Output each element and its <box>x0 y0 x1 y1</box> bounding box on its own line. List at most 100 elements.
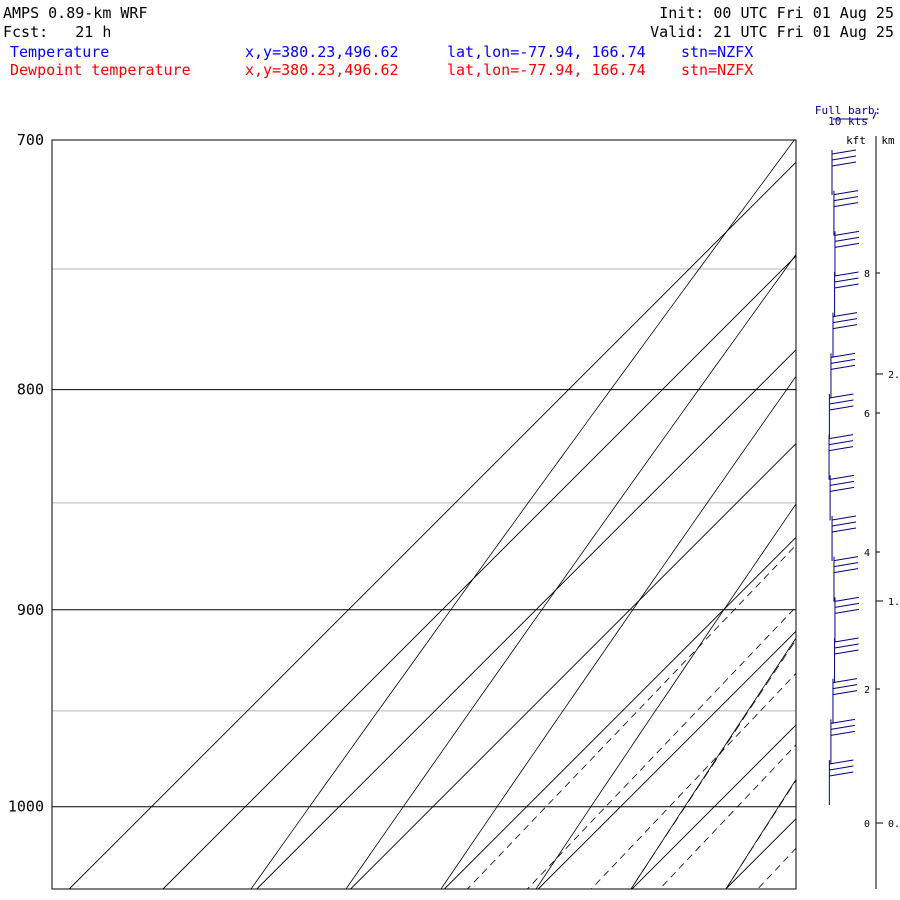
temperature-station: stn=NZFX <box>681 43 754 61</box>
dewpoint-latlon: lat,lon=-77.94, 166.74 <box>447 61 646 79</box>
wind-barb-feather <box>828 446 854 452</box>
wind-barb-feather <box>834 242 860 248</box>
wind-barb-feather <box>829 765 854 771</box>
pressure-tick-label: 900 <box>17 601 44 619</box>
isotherm-line <box>444 536 796 889</box>
wind-barb-feather <box>834 608 860 614</box>
isotherm-line <box>256 349 796 889</box>
dry-adiabat <box>804 30 900 900</box>
wind-barb-feather <box>830 718 855 724</box>
dry-adiabat <box>345 253 796 889</box>
isotherm-line <box>820 140 900 889</box>
wind-barb-feather <box>834 283 859 289</box>
dry-adiabat <box>725 778 796 889</box>
mixing-ratio-line <box>591 672 796 889</box>
dewpoint-xy: x,y=380.23,496.62 <box>245 61 399 79</box>
init-time: Init: 00 UTC Fri 01 Aug 25 <box>659 4 894 22</box>
dewpoint-legend: Dewpoint temperature <box>10 61 191 79</box>
wind-barb-feather <box>831 515 857 521</box>
wind-barb-feather <box>832 324 858 330</box>
kft-tick-label: 0 <box>864 819 870 830</box>
mixing-ratio-line <box>467 544 796 889</box>
dry-adiabat <box>535 503 796 889</box>
pressure-tick-label: 700 <box>17 131 44 149</box>
kft-axis-title: kft <box>846 134 866 147</box>
km-tick-label: 2. <box>888 370 900 381</box>
wind-barb-feather <box>828 440 854 446</box>
wind-barb-feather <box>830 724 855 730</box>
wind-barb-feather <box>832 318 858 324</box>
kft-tick-label: 6 <box>864 409 870 420</box>
wind-barb-feather <box>833 568 859 574</box>
wind-barb-feather <box>830 730 855 736</box>
temperature-profile-line <box>865 140 900 759</box>
wind-barb-feather <box>834 596 860 602</box>
wind-barb-feather <box>829 405 854 411</box>
wind-barb-feather <box>829 771 854 777</box>
kft-tick-label: 2 <box>864 685 870 696</box>
wind-barb-feather <box>833 556 859 562</box>
mixing-ratio-line <box>838 140 900 889</box>
wind-barb-feather <box>830 352 856 358</box>
barb-legend-value: 10 kts <box>828 115 868 128</box>
temperature-xy: x,y=380.23,496.62 <box>245 43 399 61</box>
wind-barb-feather <box>830 480 855 486</box>
wind-barb-feather <box>834 649 859 655</box>
dewpoint-profile-line <box>809 140 900 759</box>
isotherm-line <box>631 724 796 889</box>
valid-time: Valid: 21 UTC Fri 01 Aug 25 <box>650 23 894 41</box>
wind-barb-feather <box>834 643 859 649</box>
moist-adiabat <box>725 779 796 889</box>
wind-barb-feather <box>829 759 854 765</box>
wind-barb-feather <box>830 358 856 364</box>
model-title: AMPS 0.89-km WRF <box>3 4 148 22</box>
wind-barb-feather <box>828 434 854 440</box>
forecast-hour: Fcst: 21 h <box>3 23 112 41</box>
isotherm-line <box>350 442 796 889</box>
wind-barb-feather <box>833 196 859 202</box>
wind-barb-feather <box>834 236 860 242</box>
wind-barb-feather <box>831 149 857 155</box>
temperature-latlon: lat,lon=-77.94, 166.74 <box>447 43 646 61</box>
wind-barb-feather <box>832 678 858 684</box>
mixing-ratio-line <box>527 606 796 889</box>
wind-barb-feather <box>831 527 857 533</box>
wind-barb-feather <box>831 155 857 161</box>
wind-barb-feather <box>834 602 860 608</box>
isotherm-line <box>162 255 796 889</box>
wind-barb-feather <box>834 271 859 277</box>
wind-barb-feather <box>829 393 854 399</box>
wind-barb-feather <box>830 474 855 480</box>
wind-barb-feather <box>830 486 855 492</box>
wind-barb-feather <box>832 312 858 318</box>
wind-barb-feather <box>831 161 857 167</box>
wind-barb-feather <box>832 690 858 696</box>
wind-barb-feather <box>834 230 860 236</box>
kft-tick-label: 8 <box>864 269 870 280</box>
km-tick-label: 0. <box>888 819 900 830</box>
wind-barb-feather <box>833 202 859 208</box>
isotherm-line <box>68 161 796 889</box>
wind-barb-feather <box>832 684 858 690</box>
km-tick-label: 1. <box>888 597 900 608</box>
barb-legend-flag <box>872 111 877 120</box>
barb-legend-title: Full barb: <box>815 104 881 117</box>
wind-barb-feather <box>833 562 859 568</box>
isotherm-line <box>537 630 796 889</box>
dewpoint-station: stn=NZFX <box>681 61 754 79</box>
isotherm-line <box>725 818 796 889</box>
dry-adiabat <box>250 140 795 889</box>
wind-barb-feather <box>833 190 859 196</box>
wind-barb-feather <box>829 399 854 405</box>
moist-adiabat <box>804 30 900 900</box>
pressure-tick-label: 1000 <box>8 798 44 816</box>
temperature-legend: Temperature <box>10 43 110 61</box>
dry-adiabat <box>440 375 796 889</box>
wind-barb-feather <box>831 521 857 527</box>
mixing-ratio-line <box>659 744 796 889</box>
dry-adiabat <box>630 637 796 889</box>
wind-barb-feather <box>830 364 856 370</box>
km-axis-title: km <box>881 134 895 147</box>
plot-frame <box>51 139 797 890</box>
